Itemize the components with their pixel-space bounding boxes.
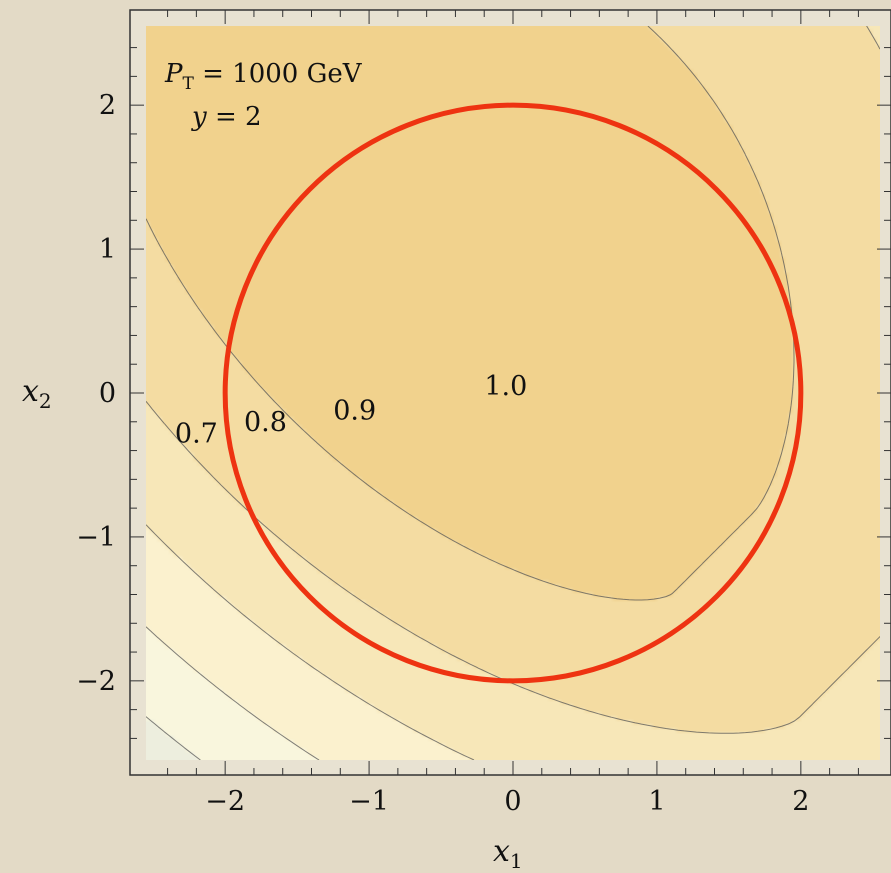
contour-level-labels: 0.7 0.8 0.9 1.0	[175, 371, 527, 449]
y-symbol: y	[191, 102, 207, 132]
axis-ticks	[130, 10, 891, 775]
plot-frame-border	[129, 9, 891, 776]
contour-line	[146, 716, 201, 760]
y-axis-label: x2	[22, 374, 52, 413]
y-tick-label: −1	[76, 522, 116, 553]
pt-value: = 1000 GeV	[194, 59, 363, 89]
y-tick-label: −2	[76, 666, 116, 697]
x-axis-label-symbol: x	[493, 834, 510, 869]
contour-label: 0.7	[175, 418, 218, 449]
y-annotation: y = 2	[191, 102, 262, 132]
x-axis-label-subscript: 1	[510, 849, 523, 869]
y-tick-label: 0	[99, 378, 116, 409]
contour-line	[146, 626, 320, 760]
x-tick-label: 2	[792, 786, 809, 817]
y-value: = 2	[207, 102, 262, 132]
contour-label: 0.9	[333, 395, 376, 426]
x-tick-label: 1	[648, 786, 665, 817]
x-tick-label: −1	[349, 786, 389, 817]
contour-lines	[146, 26, 880, 760]
contour-line	[146, 26, 795, 601]
contour-label: 0.8	[244, 407, 287, 438]
unit-region-circle	[222, 102, 804, 684]
y-axis-label-symbol: x	[22, 374, 39, 409]
x-axis-label: x1	[493, 834, 523, 869]
contour-fill	[146, 26, 880, 760]
y-axis-label-subscript: 2	[39, 389, 52, 413]
x-tick-labels: −2 −1 0 1 2	[205, 786, 809, 817]
y-tick-label: 2	[99, 90, 116, 121]
pt-annotation: PT = 1000 GeV	[164, 59, 363, 94]
contour-label: 1.0	[484, 371, 527, 402]
x-tick-label: −2	[205, 786, 245, 817]
contour-line	[146, 26, 880, 734]
x-tick-label: 0	[504, 786, 521, 817]
pt-symbol: P	[164, 59, 183, 89]
y-tick-labels: −2 −1 0 1 2	[76, 90, 116, 697]
pt-subscript: T	[183, 74, 195, 94]
y-tick-label: 1	[99, 234, 116, 265]
contour-line	[146, 524, 475, 760]
